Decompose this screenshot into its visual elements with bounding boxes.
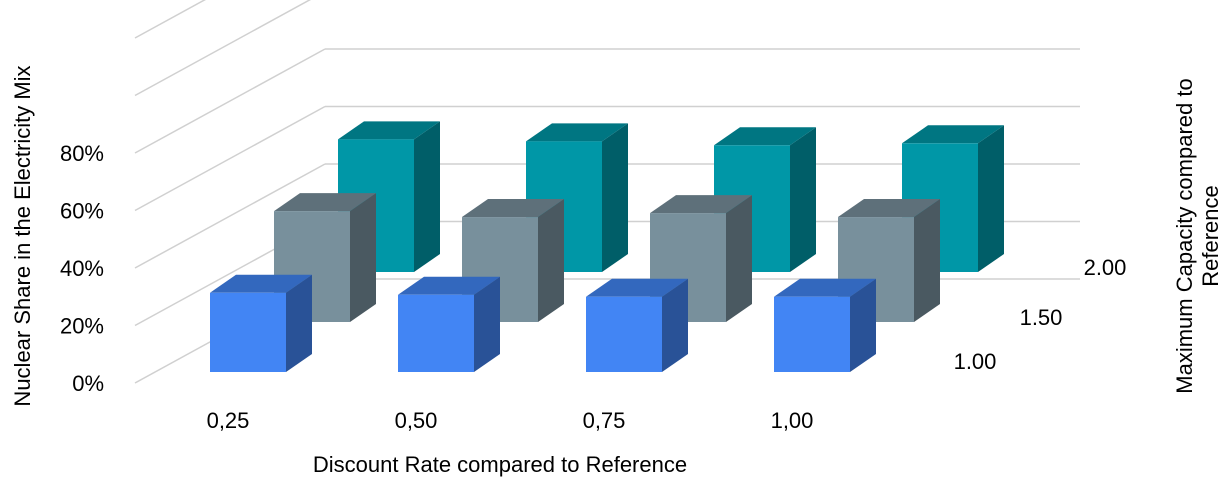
series-depth-labels: 1.00 1.50 2.00 <box>954 255 1127 374</box>
bar-top <box>650 195 752 214</box>
bar-side <box>662 278 688 372</box>
bar-side <box>414 121 440 272</box>
depth-axis-title-line2: Reference <box>1198 185 1223 287</box>
bar-front <box>586 296 662 372</box>
bar-side <box>790 127 816 272</box>
bar-side <box>474 276 500 372</box>
x-tick-label: 0,25 <box>207 408 250 433</box>
bar-top <box>714 127 816 146</box>
series-depth-label: 1.50 <box>1020 305 1063 330</box>
x-tick-label: 1,00 <box>771 408 814 433</box>
y-tick-labels: 0% 20% 40% 60% 80% <box>60 141 104 396</box>
grid-line-side <box>134 0 206 39</box>
bar-front <box>398 294 474 372</box>
bar-top <box>586 278 688 297</box>
x-tick-label: 0,75 <box>583 408 626 433</box>
grid-line-side <box>134 163 326 269</box>
x-axis-title: Discount Rate compared to Reference <box>313 452 687 477</box>
bar-side <box>914 199 940 322</box>
grid-line-side <box>134 48 326 154</box>
bar-top <box>838 199 940 218</box>
bar-1.00-0,25 <box>210 274 312 372</box>
bar-1.00-0,50 <box>398 276 500 372</box>
y-tick-label: 80% <box>60 141 104 166</box>
grid-line-side <box>134 0 312 97</box>
bar-top <box>462 199 564 218</box>
bar-top <box>526 123 628 142</box>
bar-top <box>902 125 1004 144</box>
bar-side <box>602 123 628 272</box>
bar-top <box>338 121 440 140</box>
bar-front <box>774 296 850 372</box>
bar-1.00-0,75 <box>586 278 688 372</box>
y-axis-title: Nuclear Share in the Electricity Mix <box>10 65 35 406</box>
bar-side <box>538 199 564 322</box>
y-tick-label: 0% <box>72 371 104 396</box>
y-tick-label: 20% <box>60 314 104 339</box>
bar-side <box>850 278 876 372</box>
bar-top <box>274 193 376 212</box>
x-tick-labels: 0,25 0,50 0,75 1,00 <box>207 408 814 433</box>
bar-side <box>726 195 752 322</box>
bar-side <box>350 193 376 322</box>
bar-top <box>210 274 312 293</box>
bars <box>210 121 1004 372</box>
depth-axis-title-line1: Maximum Capacity compared to <box>1172 78 1197 393</box>
series-depth-label: 2.00 <box>1084 255 1127 280</box>
grid-line-side <box>134 105 326 212</box>
y-tick-label: 40% <box>60 256 104 281</box>
bar-side <box>286 274 312 372</box>
bar-1.00-1,00 <box>774 278 876 372</box>
series-depth-label: 1.00 <box>954 349 997 374</box>
bar-front <box>210 292 286 372</box>
bar-side <box>978 125 1004 272</box>
x-tick-label: 0,50 <box>395 408 438 433</box>
bar-top <box>398 276 500 295</box>
bar-top <box>774 278 876 297</box>
y-tick-label: 60% <box>60 199 104 224</box>
